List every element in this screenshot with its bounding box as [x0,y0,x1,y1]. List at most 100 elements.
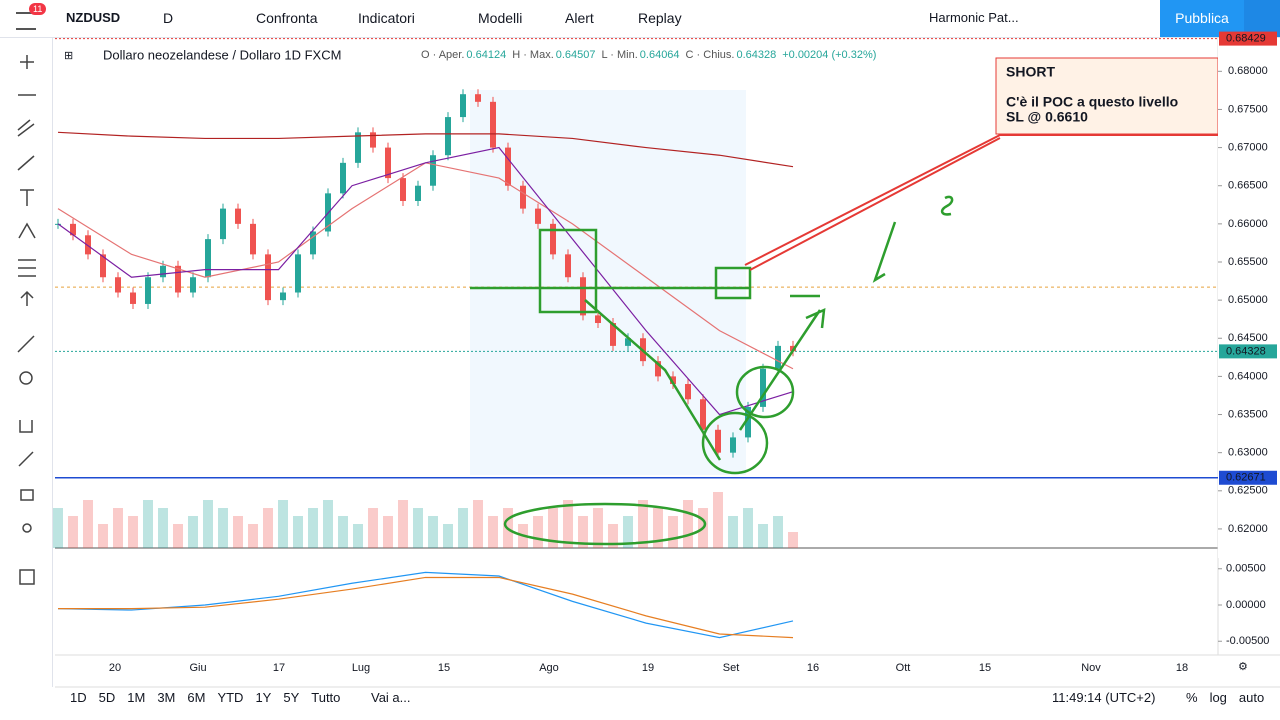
interval[interactable]: D [163,10,174,26]
drawing-tools[interactable] [17,55,36,585]
ohlc-key: C · Chius. [685,49,735,61]
publish-button[interactable]: Pubblica [1160,0,1244,37]
scale-option[interactable]: auto [1238,690,1265,705]
range-button[interactable]: YTD [217,690,244,705]
y-tick-label: 0.62000 [1228,523,1268,535]
volume-bar [353,524,363,548]
candle-body [295,254,301,293]
toolbar [0,0,1280,38]
callout-title: SHORT [1006,64,1055,80]
sidebar-border [52,37,53,687]
range-button[interactable]: 1D [70,690,87,705]
x-tick-label: 17 [273,662,285,674]
volume-bar [683,500,693,548]
layout[interactable]: Harmonic Pat... [929,10,1019,25]
volume-bar [368,508,378,548]
volume-bar [233,516,243,548]
templates[interactable]: Modelli [478,10,523,26]
ohlc-key: H · Max. [512,49,554,61]
x-tick-label: 18 [1176,662,1188,674]
y-tick-label: 0.67000 [1228,141,1268,153]
indicators[interactable]: Indicatori [358,10,415,26]
range-button[interactable]: 6M [187,690,206,705]
volume-bar [728,516,738,548]
candle-body [265,254,271,301]
scale-option[interactable]: % [1186,690,1198,705]
volume-bar [638,500,648,548]
candle-body [100,254,106,278]
ohlc-key: O · Aper. [421,49,465,61]
volume-bar [383,516,393,548]
volume-bar [248,524,258,548]
x-tick-label: 19 [642,662,654,674]
volume-bar [788,532,798,548]
range-button[interactable]: 1Y [255,690,272,705]
volume-bar [218,508,228,548]
candle-body [700,399,706,430]
volume-bar [158,508,168,548]
candle-body [730,437,736,453]
volume-bar [443,524,453,548]
candle-body [250,223,256,255]
alert[interactable]: Alert [565,10,594,26]
candle-body [370,132,376,148]
ohlc-value: 0.64124 [466,49,507,61]
candle-body [160,265,166,278]
x-tick-label: 15 [979,662,991,674]
range-button[interactable]: 1M [127,690,146,705]
scale-option[interactable]: log [1209,690,1227,705]
candle-body [625,338,631,346]
x-tick-label: Giu [189,662,206,674]
ohlc-key: L · Min. [601,49,638,61]
x-tick-label: Ott [896,662,911,674]
y-tick-label: 0.64500 [1228,332,1268,344]
legend-values: O · Aper. 0.64124 H · Max. 0.64507 L · Min. 0… [415,49,876,61]
volume-bar [623,516,633,548]
price-tag [1219,470,1277,485]
y-tick-label: 0.64000 [1228,370,1268,382]
candle-body [490,101,496,148]
candle-body [610,323,616,346]
candle-body [475,94,481,102]
volume-bar [668,516,678,548]
candle-body [130,292,136,304]
volume-bar [338,516,348,548]
symbol[interactable]: NZDUSD [66,10,121,25]
range-button[interactable]: 5Y [283,690,300,705]
ohlc-value: 0.64064 [639,49,680,61]
volume-bar [413,508,423,548]
settings[interactable]: ⚙ [1238,661,1248,673]
compare[interactable]: Confronta [256,10,318,26]
volume-bar [773,516,783,548]
candle-body [535,208,541,224]
volume-bar [83,500,93,548]
volume-bar [458,508,468,548]
volume-bar [143,500,153,548]
candle-body [775,345,781,369]
play-button[interactable] [1244,0,1280,37]
replay[interactable]: Replay [638,10,682,26]
x-tick-label: 16 [807,662,819,674]
volume-bar [713,492,723,548]
candle-body [220,208,226,240]
volume-bar [743,508,753,548]
volume-bar [563,500,573,548]
range-button[interactable]: Tutto [311,690,341,705]
options: % log auto [1186,690,1264,705]
range-button[interactable]: 3M [157,690,176,705]
range-button[interactable]: 5D [98,690,116,705]
x-tick-label: 20 [109,662,121,674]
candle-body [430,155,436,186]
volume-bar [548,508,558,548]
change: +0.00204 (+0.32%) [782,49,877,61]
ohlc-value: 0.64328 [736,49,777,61]
candle-body [175,265,181,293]
x-tick-label: Nov [1081,662,1101,674]
callout-box[interactable] [995,57,1219,135]
y-tick-label: 0.66000 [1228,218,1268,230]
candle-body [280,292,286,301]
goto[interactable]: Vai a... [371,690,411,705]
menu-icon[interactable] [16,12,36,30]
volume-bar [608,524,618,548]
